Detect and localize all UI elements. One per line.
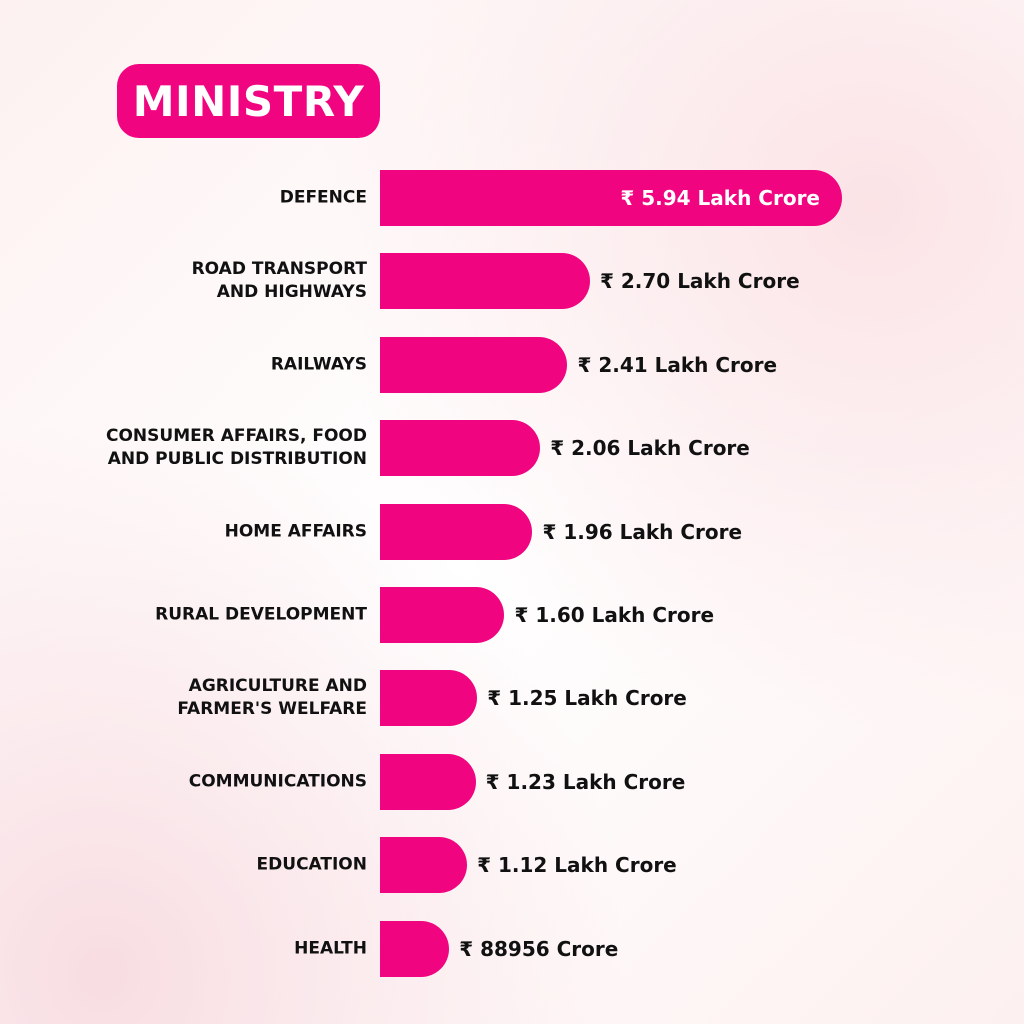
category-label: RAILWAYS [270, 354, 367, 375]
bar [380, 336, 568, 393]
value-label: ₹ 2.41 Lakh Crore [577, 352, 778, 377]
bar [380, 420, 541, 477]
value-label: ₹ 88956 Crore [459, 936, 619, 961]
bar [380, 837, 468, 894]
value-label: ₹ 2.06 Lakh Crore [550, 436, 750, 461]
value-label: ₹ 1.12 Lakh Crore [477, 853, 677, 878]
value-label: ₹ 1.96 Lakh Crore [542, 519, 743, 544]
chart-title: MINISTRY [117, 64, 380, 138]
category-label: DEFENCE [279, 187, 367, 208]
value-label: ₹ 1.23 Lakh Crore [485, 769, 686, 794]
value-label: ₹ 1.25 Lakh Crore [487, 686, 687, 711]
bar [380, 253, 590, 310]
bar [380, 753, 476, 810]
category-label: ROAD TRANSPORT AND HIGHWAYS [191, 259, 367, 303]
bar [380, 920, 450, 977]
category-label: COMMUNICATIONS [188, 771, 367, 792]
category-label: HEALTH [294, 938, 367, 959]
bar [380, 170, 842, 226]
bar [380, 587, 505, 643]
value-label: ₹ 5.94 Lakh Crore [620, 186, 820, 210]
category-label: HOME AFFAIRS [224, 521, 367, 542]
category-label: CONSUMER AFFAIRS, FOOD AND PUBLIC DISTRI… [106, 426, 367, 470]
bar [380, 503, 533, 560]
category-label: AGRICULTURE AND FARMER'S WELFARE [177, 676, 367, 720]
category-label: RURAL DEVELOPMENT [155, 604, 367, 625]
value-label: ₹ 1.60 Lakh Crore [514, 603, 715, 627]
bar [380, 670, 478, 727]
category-label: EDUCATION [256, 854, 367, 875]
value-label: ₹ 2.70 Lakh Crore [600, 269, 800, 294]
